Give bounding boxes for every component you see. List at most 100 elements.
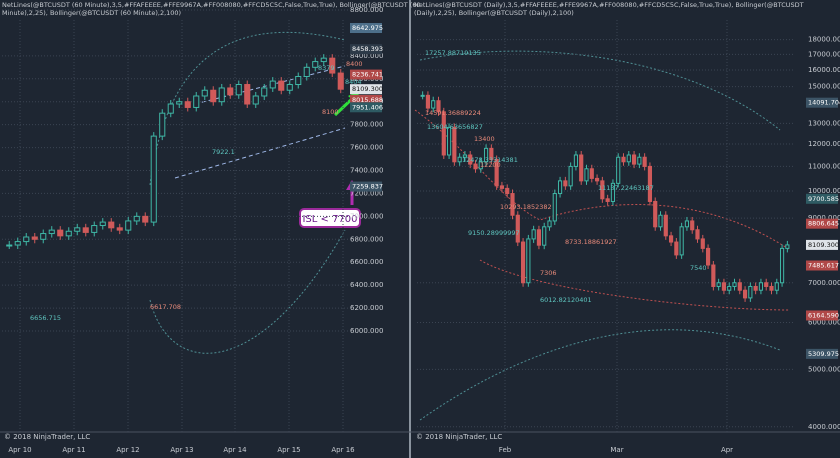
- candle: [23, 236, 30, 243]
- candle: [547, 220, 552, 228]
- y-tick-label: 7600.000: [350, 144, 383, 152]
- chart-annotation: 8400: [346, 60, 363, 68]
- chart-annotation: 12200: [480, 161, 501, 169]
- candle: [278, 80, 285, 91]
- price-tag-label: 8458.393: [352, 45, 383, 53]
- y-tick-label: 7200.000: [350, 189, 383, 197]
- candle: [505, 187, 510, 195]
- candle: [235, 84, 242, 96]
- price-tag-label: 8109.300: [808, 241, 839, 249]
- y-tick-label: 7800.000: [350, 121, 383, 129]
- chart-annotation: 9150.28999997: [468, 229, 520, 237]
- candle: [99, 221, 106, 227]
- candle: [727, 285, 732, 291]
- price-tag: [350, 69, 382, 80]
- candle: [785, 244, 790, 249]
- candle: [473, 163, 478, 170]
- chart-annotation: 11137.22463187: [598, 184, 654, 192]
- price-tag: [806, 239, 838, 250]
- candle: [150, 135, 157, 223]
- price-tag-label: 8109.300: [352, 85, 383, 93]
- y-tick-label: 5000.000: [808, 365, 840, 373]
- candle: [82, 227, 89, 233]
- candle: [758, 282, 764, 291]
- bollinger-band: [419, 50, 781, 421]
- candle: [420, 94, 425, 97]
- y-tick-label: 6400.000: [350, 281, 383, 289]
- chart-annotation: 6656.715: [30, 314, 61, 322]
- candle: [732, 282, 737, 287]
- candle: [716, 282, 721, 287]
- y-tick-label: 6800.000: [350, 235, 383, 243]
- candle: [690, 220, 695, 231]
- candle: [494, 159, 499, 187]
- y-tick-label: 11000.000: [808, 162, 840, 170]
- watermark: © 2018 NinjaTrader, LLC: [4, 433, 90, 441]
- candle: [457, 156, 462, 163]
- candle: [65, 230, 72, 237]
- candle: [483, 147, 489, 163]
- price-tag-label: 7951.406: [352, 103, 383, 111]
- y-tick-label: 4000.000: [808, 423, 840, 431]
- candle: [320, 57, 327, 63]
- y-tick-label: 6200.000: [350, 304, 383, 312]
- candle: [526, 238, 531, 284]
- bollinger-band: [149, 31, 346, 354]
- candle: [589, 168, 594, 179]
- chart-annotation: 10293.1852382: [500, 203, 552, 211]
- x-tick-label: Apr 13: [170, 446, 193, 454]
- x-tick-label: Apr 15: [277, 446, 300, 454]
- candle: [742, 289, 748, 299]
- candle: [499, 185, 505, 189]
- candle: [462, 154, 468, 158]
- price-tag-label: 8236.741: [352, 71, 383, 79]
- candle: [536, 229, 542, 246]
- candle: [579, 154, 584, 182]
- x-tick-label: Mar: [610, 446, 623, 454]
- y-tick-label: 6000.000: [808, 318, 840, 326]
- candle: [542, 226, 547, 246]
- y-tick-label: 6600.000: [350, 258, 383, 266]
- panel-header: NetLines(@BTCUSDT (Daily),3,5,#FFAFEEEE,…: [414, 1, 804, 17]
- chart-annotation: 12478.33314381: [462, 156, 518, 164]
- candle: [663, 214, 668, 237]
- candle: [668, 235, 674, 243]
- candle: [774, 282, 779, 291]
- candle: [436, 100, 441, 113]
- candle: [193, 95, 200, 108]
- isl-box: [299, 208, 361, 228]
- candle: [605, 198, 610, 202]
- candle: [705, 247, 711, 266]
- candle: [227, 87, 234, 96]
- chart-annotation: 6617.708: [150, 303, 181, 311]
- x-tick-label: Apr 12: [116, 446, 139, 454]
- price-tag: [350, 94, 382, 105]
- candle: [57, 229, 64, 237]
- candle: [557, 180, 563, 195]
- candle: [631, 154, 637, 165]
- candle: [329, 57, 336, 74]
- price-tag: [350, 181, 382, 192]
- candle: [337, 72, 344, 90]
- chart-annotation: 8733.18861927: [565, 238, 617, 246]
- price-tag: [350, 44, 382, 55]
- candle: [584, 168, 589, 182]
- candle: [600, 180, 605, 200]
- candle: [695, 229, 700, 240]
- candle: [269, 80, 276, 89]
- price-tag: [806, 260, 838, 271]
- candle: [184, 101, 191, 108]
- candle: [261, 87, 268, 97]
- candle: [764, 282, 769, 287]
- candle: [142, 215, 149, 223]
- candle: [515, 214, 520, 243]
- price-tag: [350, 23, 382, 34]
- candle: [658, 214, 663, 228]
- candle: [14, 241, 21, 246]
- candle: [642, 156, 647, 167]
- candle: [573, 154, 579, 167]
- candle: [286, 84, 293, 91]
- y-tick-label: 8400.000: [350, 52, 383, 60]
- candle: [431, 100, 436, 109]
